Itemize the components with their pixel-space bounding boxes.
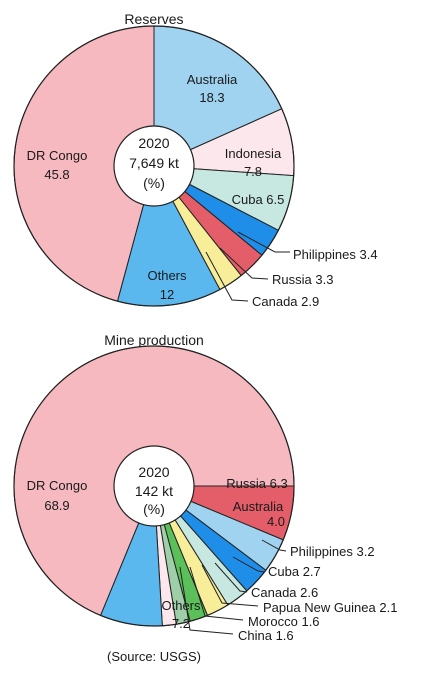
slice-label-australia-value: 18.3 [199,90,224,105]
leader-line-china [179,566,234,635]
slice-label-others: Others [161,598,201,613]
chart-title-mine-production: Mine production [104,332,204,348]
slice-label-cuba: Cuba 6.5 [232,192,285,207]
donut-hole [113,445,195,527]
center-label-line-1: 2020 [138,464,169,480]
slice-label-dr-congo-value: 68.9 [44,498,69,513]
leader-line-philippines [237,231,290,253]
slice-label-dr-congo: DR Congo [27,148,88,163]
leader-line-morocco [189,566,244,621]
donut-hole [113,125,195,207]
slice-label-canada: Canada 2.6 [251,585,318,600]
leader-line-canada [214,562,248,593]
slice-label-indonesia: Indonesia [225,146,282,161]
slice-label-australia: Australia [187,72,238,87]
source-note: (Source: USGS) [107,649,201,664]
center-label-line-2: 142 kt [135,483,173,499]
slice-label-indonesia-value: 7.8 [244,164,262,179]
center-label-line-3: (%) [143,175,165,191]
leader-line-cuba [232,556,265,573]
slice-label-others-value: 12 [160,287,174,302]
slice-label-cuba: Cuba 2.7 [268,564,321,579]
slice-label-others-value: 7.2 [172,616,190,631]
donut-outline [13,25,295,307]
center-label-line-1: 2020 [138,135,169,151]
leader-line-canada [205,251,249,302]
slice-label-canada: Canada 2.9 [252,294,319,309]
slice-label-australia-value: 4.0 [267,514,285,529]
chart-title-reserves: Reserves [124,11,183,27]
center-label-line-2: 7,649 kt [129,155,179,171]
slice-label-dr-congo: DR Congo [27,478,88,493]
slice-label-papua-new-guinea: Papua New Guinea 2.1 [263,600,397,615]
donut-outline [13,345,295,627]
slice-label-australia: Australia [233,499,284,514]
leader-line-russia [219,247,269,280]
slice-label-morocco: Morocco 1.6 [248,614,320,629]
slice-label-dr-congo-value: 45.8 [44,167,69,182]
slice-label-russia: Russia 6.3 [226,476,287,491]
leader-line-papua-new-guinea [201,564,259,607]
center-label-line-3: (%) [143,501,165,517]
slice-label-china: China 1.6 [238,628,294,643]
slice-label-philippines: Philippines 3.2 [290,544,375,559]
slice-label-russia: Russia 3.3 [272,272,333,287]
slice-label-philippines: Philippines 3.4 [293,247,378,262]
slice-label-others: Others [147,268,187,283]
reserves-donut: 2020 7,649 kt (%) Australia 18.3 Indonesia 7.8… [13,25,378,309]
leader-line-philippines [261,539,287,552]
